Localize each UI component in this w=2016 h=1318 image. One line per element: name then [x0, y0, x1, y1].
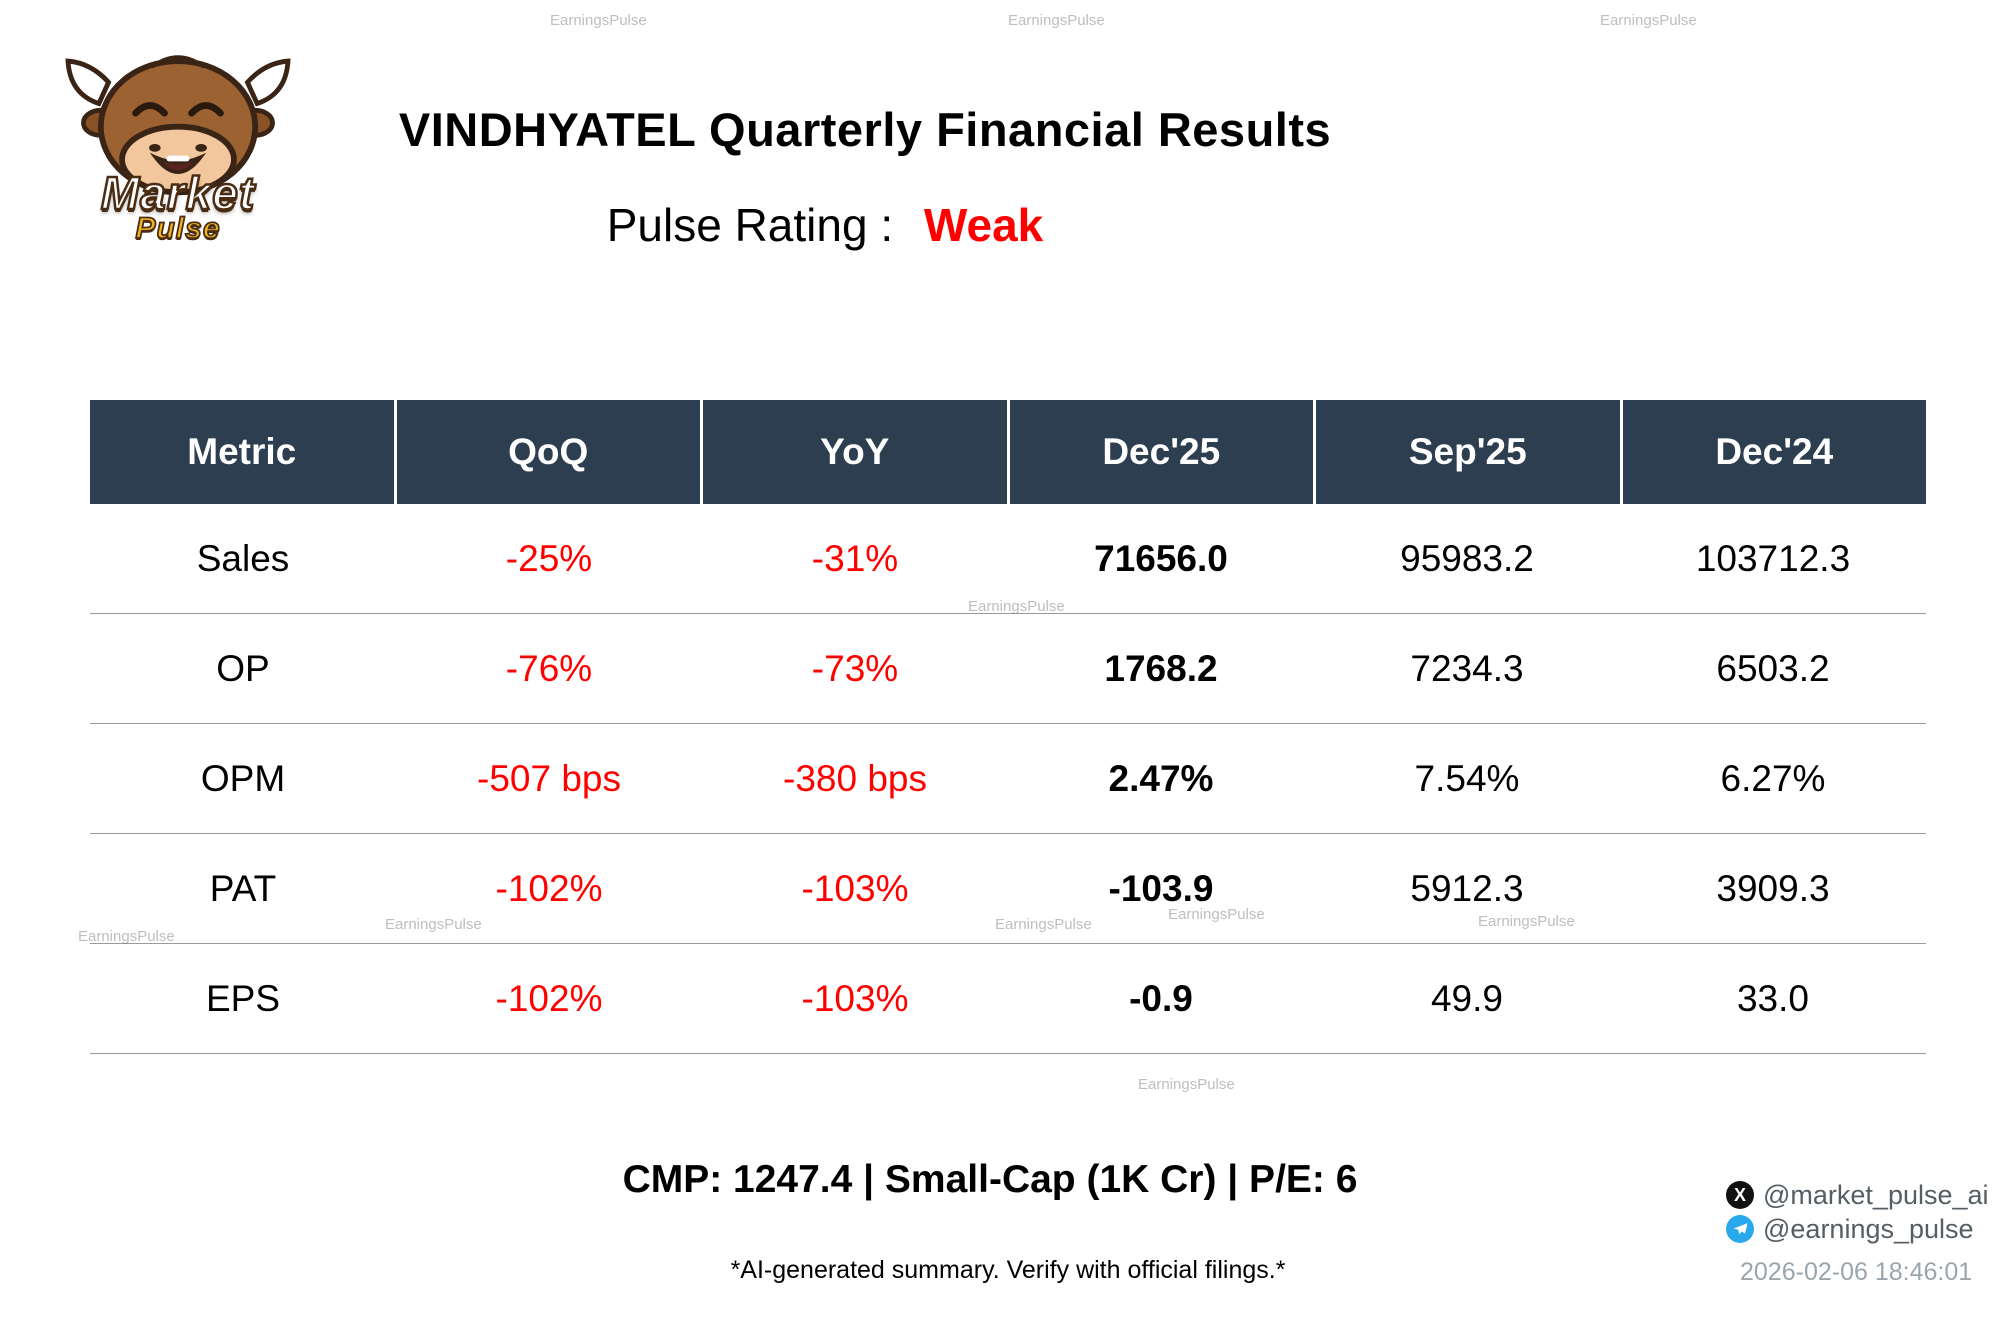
page-title: VINDHYATEL Quarterly Financial Results [398, 103, 1332, 156]
rating-label: Pulse Rating : [606, 199, 894, 251]
financial-results-table: Metric QoQ YoY Dec'25 Sep'25 Dec'24 Sale… [90, 400, 1926, 1054]
cell-yoy: -73% [811, 647, 899, 689]
cell-metric: Sales [196, 537, 290, 579]
cell-dec24: 3909.3 [1716, 867, 1830, 909]
telegram-handle: @earnings_pulse [1763, 1213, 1974, 1244]
column-header-dec24: Dec'24 [1622, 400, 1926, 504]
telegram-handle-row: @earnings_pulse [1726, 1212, 1989, 1246]
cell-dec24: 103712.3 [1695, 537, 1851, 579]
watermark: EarningsPulse [968, 598, 1065, 615]
column-header-qoq: QoQ [396, 400, 703, 504]
cell-yoy: -31% [811, 537, 899, 579]
cell-dec25: -0.9 [1129, 977, 1193, 1019]
table-header-row: Metric QoQ YoY Dec'25 Sep'25 Dec'24 [90, 400, 1926, 504]
cell-dec24: 33.0 [1736, 977, 1809, 1019]
cell-sep25: 49.9 [1430, 977, 1503, 1019]
watermark: EarningsPulse [1138, 1076, 1235, 1093]
cell-dec24: 6.27% [1720, 757, 1826, 799]
x-handle-row: X @market_pulse_ai [1726, 1178, 1989, 1212]
cell-qoq: -25% [505, 537, 593, 579]
ai-disclaimer: *AI-generated summary. Verify with offic… [730, 1256, 1286, 1284]
cell-yoy: -380 bps [783, 757, 927, 799]
cell-sep25: 95983.2 [1400, 537, 1534, 579]
cell-qoq: -102% [495, 867, 603, 909]
cmp-summary: CMP: 1247.4 | Small-Cap (1K Cr) | P/E: 6 [622, 1158, 1358, 1201]
x-handle: @market_pulse_ai [1763, 1179, 1989, 1210]
rating-value: Weak [923, 199, 1044, 251]
cell-yoy: -103% [801, 867, 909, 909]
cell-sep25: 7.54% [1414, 757, 1520, 799]
cell-sep25: 5912.3 [1410, 867, 1524, 909]
column-header-dec25: Dec'25 [1009, 400, 1316, 504]
cell-yoy: -103% [801, 977, 909, 1019]
brand-name-market: Market [100, 166, 256, 221]
cell-dec24: 6503.2 [1716, 647, 1830, 689]
table-row-sales: Sales -25% -31% 71656.0 95983.2 103712.3 [90, 504, 1926, 614]
cell-dec25: 2.47% [1108, 757, 1214, 799]
column-header-metric: Metric [90, 400, 397, 504]
brand-logo: Market Pulse [58, 36, 298, 246]
watermark: EarningsPulse [550, 12, 647, 29]
cell-qoq: -507 bps [477, 757, 621, 799]
x-icon: X [1726, 1181, 1754, 1209]
cell-dec25: -103.9 [1108, 867, 1214, 909]
watermark: EarningsPulse [995, 916, 1092, 933]
generated-timestamp: 2026-02-06 18:46:01 [1740, 1258, 1973, 1286]
watermark: EarningsPulse [385, 916, 482, 933]
telegram-icon [1726, 1215, 1754, 1243]
watermark: EarningsPulse [78, 928, 175, 945]
cell-metric: PAT [209, 867, 277, 909]
column-header-sep25: Sep'25 [1316, 400, 1623, 504]
pulse-rating: Pulse Rating : Weak [0, 198, 1650, 252]
watermark: EarningsPulse [1600, 12, 1697, 29]
column-header-yoy: YoY [703, 400, 1010, 504]
cell-qoq: -76% [505, 647, 593, 689]
cell-qoq: -102% [495, 977, 603, 1019]
table-row-eps: EPS -102% -103% -0.9 49.9 33.0 [90, 944, 1926, 1054]
watermark: EarningsPulse [1008, 12, 1105, 29]
cell-dec25: 71656.0 [1094, 537, 1228, 579]
cell-sep25: 7234.3 [1410, 647, 1524, 689]
cell-metric: OPM [200, 757, 286, 799]
brand-name-pulse: Pulse [135, 211, 221, 246]
cell-metric: OP [216, 647, 270, 689]
cell-metric: EPS [205, 977, 281, 1019]
table-row-op: OP -76% -73% 1768.2 7234.3 6503.2 [90, 614, 1926, 724]
bull-mascot-icon [58, 36, 298, 200]
table-row-opm: OPM -507 bps -380 bps 2.47% 7.54% 6.27% [90, 724, 1926, 834]
social-handles: X @market_pulse_ai @earnings_pulse [1726, 1178, 1989, 1246]
watermark: EarningsPulse [1168, 906, 1265, 923]
cell-dec25: 1768.2 [1104, 647, 1218, 689]
watermark: EarningsPulse [1478, 913, 1575, 930]
table-row-pat: PAT -102% -103% -103.9 5912.3 3909.3 [90, 834, 1926, 944]
